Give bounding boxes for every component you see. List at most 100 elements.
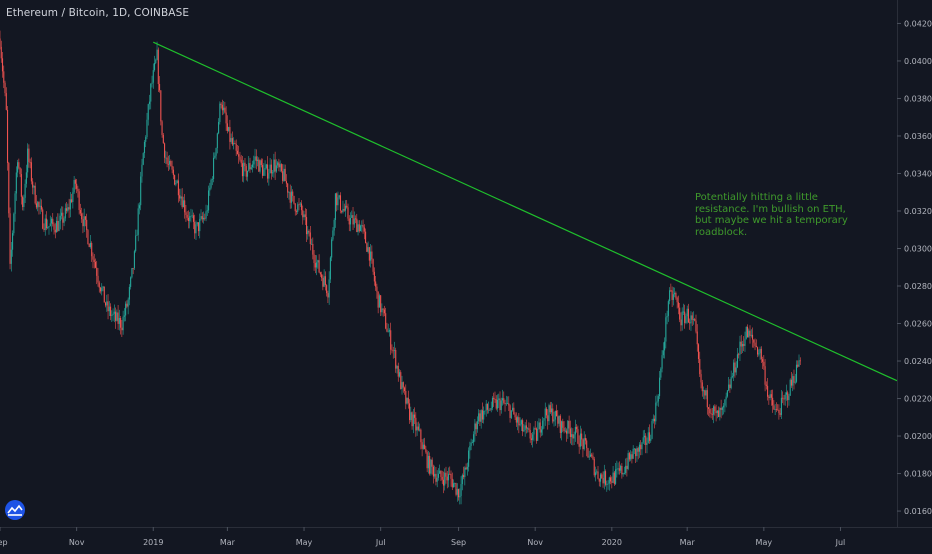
candle	[76, 179, 78, 194]
candle	[454, 482, 456, 488]
candle	[449, 466, 451, 475]
candle	[679, 302, 681, 323]
candle	[554, 410, 556, 426]
tradingview-logo-icon[interactable]	[5, 500, 25, 520]
candle	[794, 373, 796, 385]
candle	[664, 337, 666, 359]
candle	[53, 222, 55, 235]
candle	[92, 252, 94, 269]
candle	[545, 406, 548, 419]
annotation-text[interactable]: Potentially hitting a little resistance.…	[695, 192, 848, 238]
candle	[431, 457, 433, 475]
candle	[391, 344, 393, 354]
candle	[440, 470, 442, 481]
candle	[699, 351, 701, 377]
candle	[616, 460, 618, 478]
candle	[206, 205, 208, 216]
candle	[484, 410, 486, 415]
candle	[789, 378, 791, 396]
candle	[318, 254, 320, 274]
candle	[256, 156, 259, 167]
candle	[39, 198, 41, 215]
candle	[670, 283, 672, 293]
candle	[452, 479, 455, 488]
candle	[305, 208, 308, 242]
candle	[470, 438, 472, 451]
candle	[231, 131, 233, 147]
candle	[750, 329, 752, 338]
candle	[279, 160, 281, 172]
trendline[interactable]	[153, 41, 898, 382]
candle	[372, 258, 374, 275]
candle	[218, 118, 220, 135]
candle	[631, 451, 633, 464]
candle	[24, 179, 26, 203]
candle	[8, 161, 10, 218]
candle	[138, 202, 140, 215]
candle	[93, 254, 95, 269]
candle	[410, 406, 412, 423]
candle	[473, 431, 475, 446]
candle	[62, 206, 64, 231]
candle	[628, 451, 630, 462]
candle	[332, 227, 334, 242]
candle	[42, 207, 44, 230]
candle	[366, 242, 368, 253]
candle	[216, 132, 218, 154]
time-axis[interactable]: Sep Nov 2019 Mar May Jul Sep Nov 2020 Mar May Jul	[0, 527, 845, 547]
candle	[174, 174, 176, 186]
candle	[210, 178, 212, 190]
candle	[287, 182, 289, 198]
candle	[352, 207, 354, 231]
candle	[656, 394, 658, 406]
candle	[533, 426, 535, 442]
candle	[27, 143, 29, 178]
candle	[159, 75, 161, 93]
candle	[558, 414, 560, 427]
candle	[735, 361, 737, 376]
candle	[499, 391, 501, 416]
candle	[625, 458, 627, 475]
candle	[429, 452, 431, 476]
candle	[571, 427, 573, 446]
candle	[686, 305, 688, 324]
candle	[588, 450, 590, 461]
candle	[787, 390, 789, 408]
candle	[568, 415, 570, 434]
candle	[348, 215, 350, 232]
candle	[461, 473, 463, 491]
candle	[792, 373, 794, 392]
candle	[743, 336, 745, 352]
candle	[184, 193, 186, 219]
candle	[110, 303, 112, 321]
candle	[88, 243, 90, 248]
candle	[591, 452, 593, 458]
candle	[618, 461, 620, 475]
candle	[753, 339, 755, 348]
candle	[314, 255, 316, 274]
candle	[779, 408, 781, 418]
candle	[84, 216, 86, 227]
candle	[460, 476, 462, 505]
candle	[412, 409, 414, 434]
candle	[537, 421, 539, 441]
candle	[799, 357, 801, 366]
candle	[493, 392, 495, 407]
candle	[235, 139, 237, 156]
candle	[250, 164, 252, 170]
candle	[774, 404, 776, 416]
candle	[99, 286, 102, 294]
candle	[671, 286, 673, 308]
candle	[304, 208, 306, 225]
candle	[371, 245, 373, 264]
candles-layer	[0, 30, 801, 505]
candle	[598, 478, 600, 487]
candle	[245, 164, 247, 181]
candle	[3, 65, 5, 89]
